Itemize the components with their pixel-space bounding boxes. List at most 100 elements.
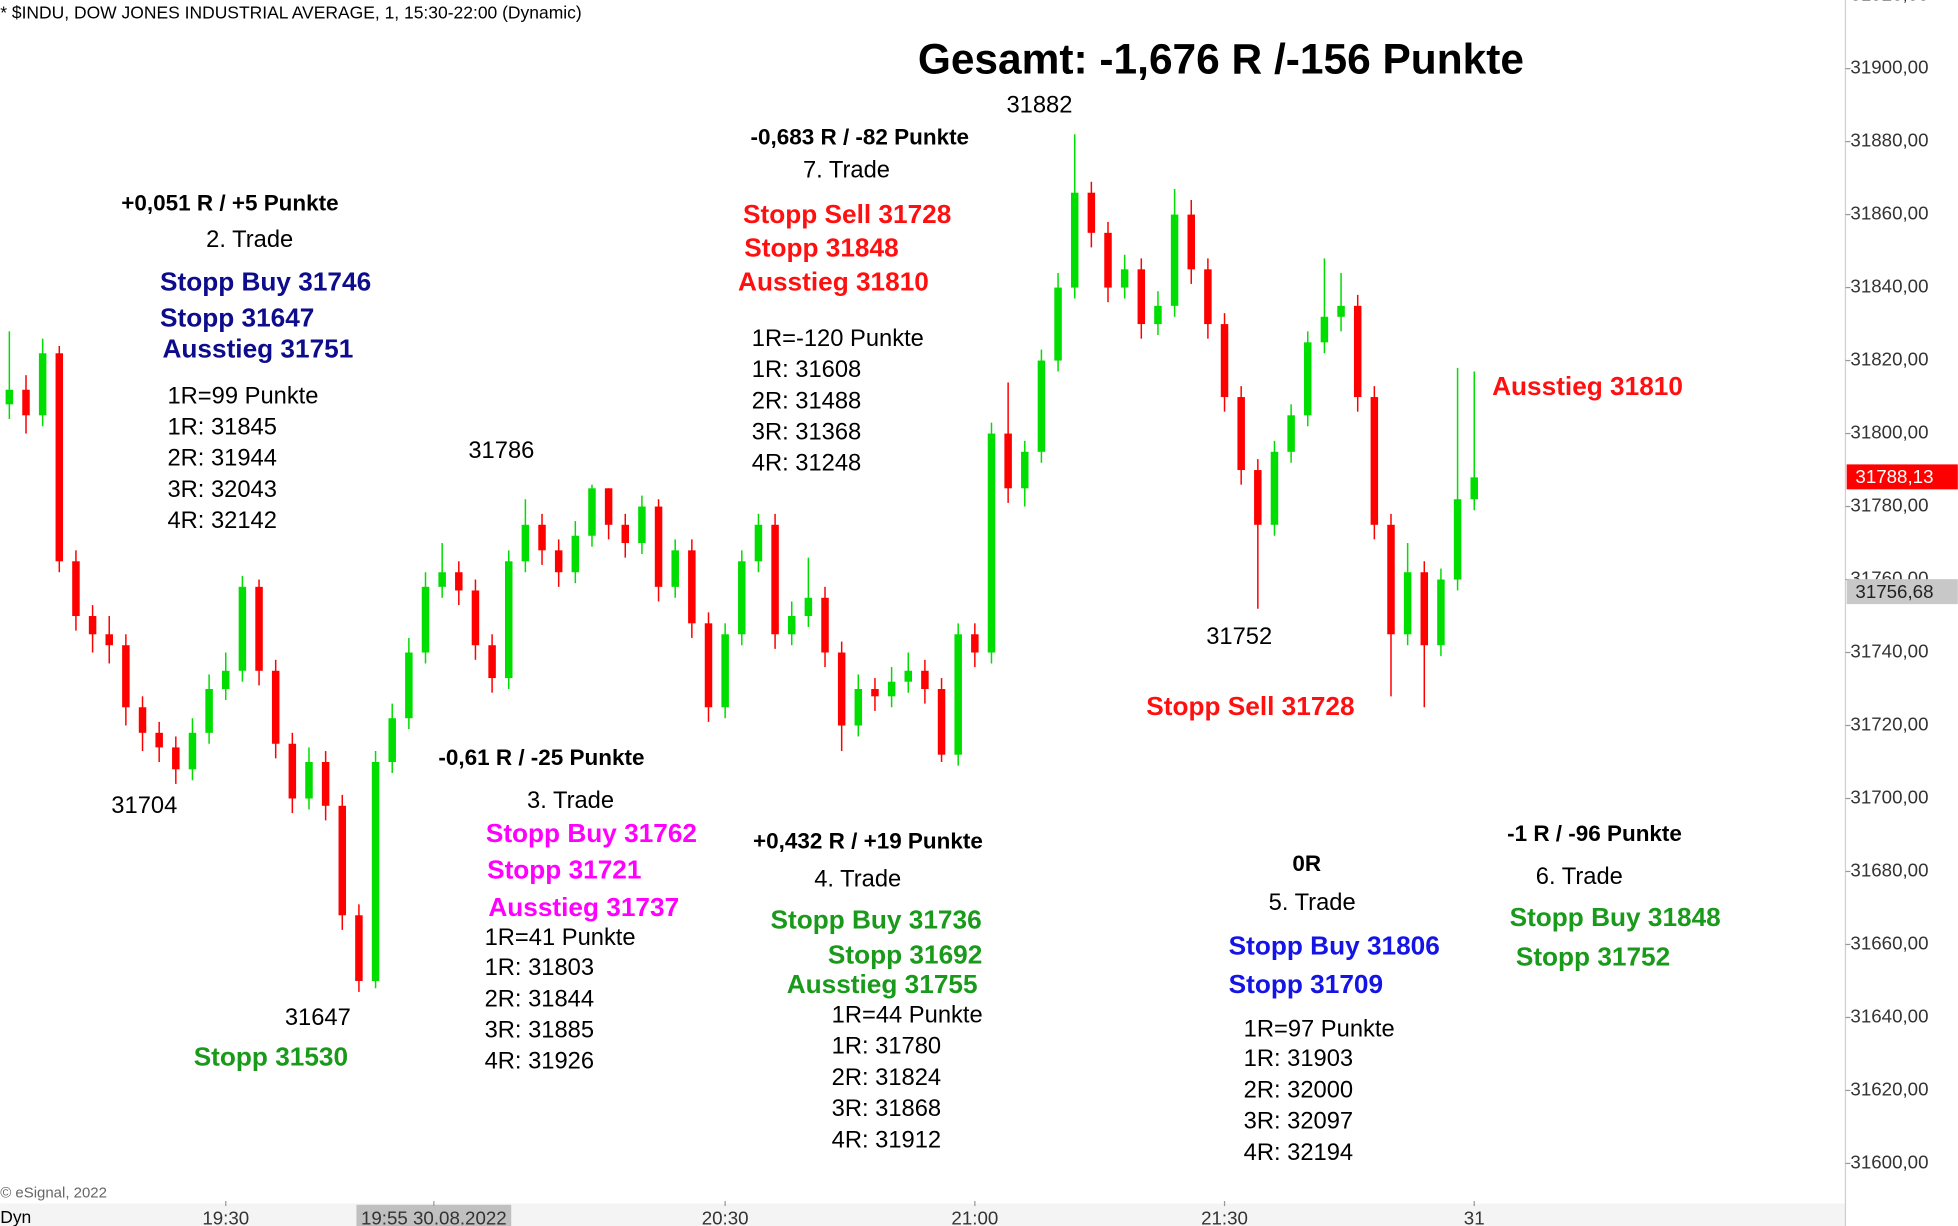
annotation: 2R: 32000 — [1244, 1077, 1353, 1103]
x-tick-label: 19:55 30.08.2022 — [361, 1208, 507, 1226]
price-tag-label: 31788,13 — [1855, 466, 1933, 487]
candle-body — [854, 689, 863, 726]
annotation: 1R: 31608 — [752, 357, 861, 383]
candle-body — [1104, 232, 1112, 288]
candle-body — [238, 586, 247, 671]
candle-body — [1270, 451, 1279, 525]
annotation: 1R=97 Punkte — [1244, 1016, 1395, 1042]
candle-body — [771, 524, 779, 635]
candle-body — [471, 590, 480, 646]
candle-body — [1204, 269, 1212, 325]
candle-body — [205, 689, 213, 733]
annotation: Stopp Buy 31848 — [1510, 902, 1721, 932]
candle-body — [405, 652, 413, 719]
x-tick-label: 20:30 — [702, 1208, 749, 1226]
y-tick-label: 31680,00 — [1850, 859, 1928, 880]
candle-body — [271, 670, 280, 744]
candle-body — [138, 707, 147, 733]
candle-body — [5, 389, 14, 405]
candle-body — [305, 762, 313, 799]
candle-body — [1154, 305, 1162, 325]
candle-body — [1170, 214, 1179, 306]
annotation: 1R: 31845 — [167, 414, 276, 440]
annotation: Ausstieg 31737 — [488, 892, 679, 922]
annotation: 2R: 31824 — [832, 1065, 941, 1091]
candle-body — [588, 488, 596, 536]
annotation: Stopp Sell 31728 — [743, 199, 951, 229]
candle-body — [355, 915, 363, 981]
candle-body — [288, 743, 297, 799]
y-tick-label: 31660,00 — [1850, 932, 1928, 953]
y-tick-label: 31640,00 — [1850, 1005, 1928, 1026]
y-tick-label: 31920,00 — [1850, 0, 1928, 5]
candle-body — [371, 762, 380, 981]
annotation: -1 R / -96 Punkte — [1507, 821, 1682, 846]
candle-body — [1120, 269, 1129, 288]
annotation: Stopp 31692 — [828, 939, 982, 969]
candle-body — [1237, 397, 1245, 471]
candle-body — [1004, 433, 1012, 489]
candle-body — [1420, 572, 1429, 646]
annotation: 31882 — [1006, 92, 1072, 118]
candle-body — [421, 586, 430, 653]
candle-body — [172, 747, 180, 770]
annotation: +0,432 R / +19 Punkte — [753, 829, 983, 854]
annotation: Stopp Sell 31728 — [1146, 691, 1354, 721]
annotation: 7. Trade — [803, 157, 890, 183]
candle-body — [438, 572, 446, 587]
candle-body — [1037, 360, 1046, 452]
y-tick-label: 31620,00 — [1850, 1078, 1928, 1099]
candle-body — [1337, 305, 1345, 317]
annotation: Ausstieg 31810 — [738, 266, 929, 296]
annotation: 3R: 31885 — [485, 1018, 594, 1044]
annotation: Stopp Buy 31736 — [771, 904, 982, 934]
candle-body — [704, 623, 713, 708]
y-tick-label: 31900,00 — [1850, 57, 1928, 78]
annotation: 2. Trade — [206, 227, 293, 253]
candle-body — [738, 561, 746, 635]
candle-body — [1137, 269, 1146, 325]
candle-body — [1320, 316, 1329, 343]
candle-body — [1403, 572, 1412, 635]
crosshair-time-box — [356, 1204, 512, 1226]
annotation: 31786 — [468, 438, 534, 464]
candle-body — [188, 732, 197, 770]
candle-body — [72, 561, 80, 617]
price-tag-label: 31756,68 — [1855, 581, 1933, 602]
annotation: Ausstieg 31751 — [162, 334, 353, 364]
y-tick-label: 31800,00 — [1850, 421, 1928, 442]
candle-body — [554, 550, 563, 573]
candle-body — [1287, 415, 1295, 452]
annotation: 31704 — [111, 793, 177, 819]
candle-body — [787, 616, 796, 635]
candle-body — [571, 535, 580, 573]
annotation: Gesamt: -1,676 R /-156 Punkte — [918, 36, 1524, 83]
candle-body — [1054, 287, 1062, 361]
candle-body — [1187, 214, 1195, 270]
candle-body — [604, 488, 613, 525]
annotation: -0,683 R / -82 Punkte — [751, 125, 970, 150]
annotation: 1R=44 Punkte — [832, 1003, 983, 1029]
annotation: 1R=41 Punkte — [485, 925, 636, 951]
x-tick-label: 19:30 — [202, 1208, 249, 1226]
annotation: +0,051 R / +5 Punkte — [121, 191, 338, 216]
y-tick-label: 31600,00 — [1850, 1151, 1928, 1172]
annotation: 4R: 31926 — [485, 1049, 594, 1075]
candle-body — [921, 670, 929, 690]
annotation: 1R: 31903 — [1244, 1046, 1353, 1072]
candle-body — [1387, 524, 1395, 635]
y-tick-label: 31780,00 — [1850, 494, 1928, 515]
candle-body — [155, 732, 163, 748]
candle-body — [688, 550, 696, 624]
annotation: 4R: 31248 — [752, 451, 861, 477]
candle-body — [1070, 192, 1079, 288]
annotation: Stopp 31752 — [1516, 942, 1670, 972]
annotation: 31647 — [285, 1005, 351, 1031]
candle-body — [871, 689, 879, 697]
annotation: 31752 — [1206, 624, 1272, 650]
candle-body — [38, 353, 47, 416]
candle-body — [521, 524, 530, 562]
overlay: Gesamt: -1,676 R /-156 Punkte 31882 -0,683… — [111, 36, 1720, 1166]
candle-body — [837, 652, 846, 726]
